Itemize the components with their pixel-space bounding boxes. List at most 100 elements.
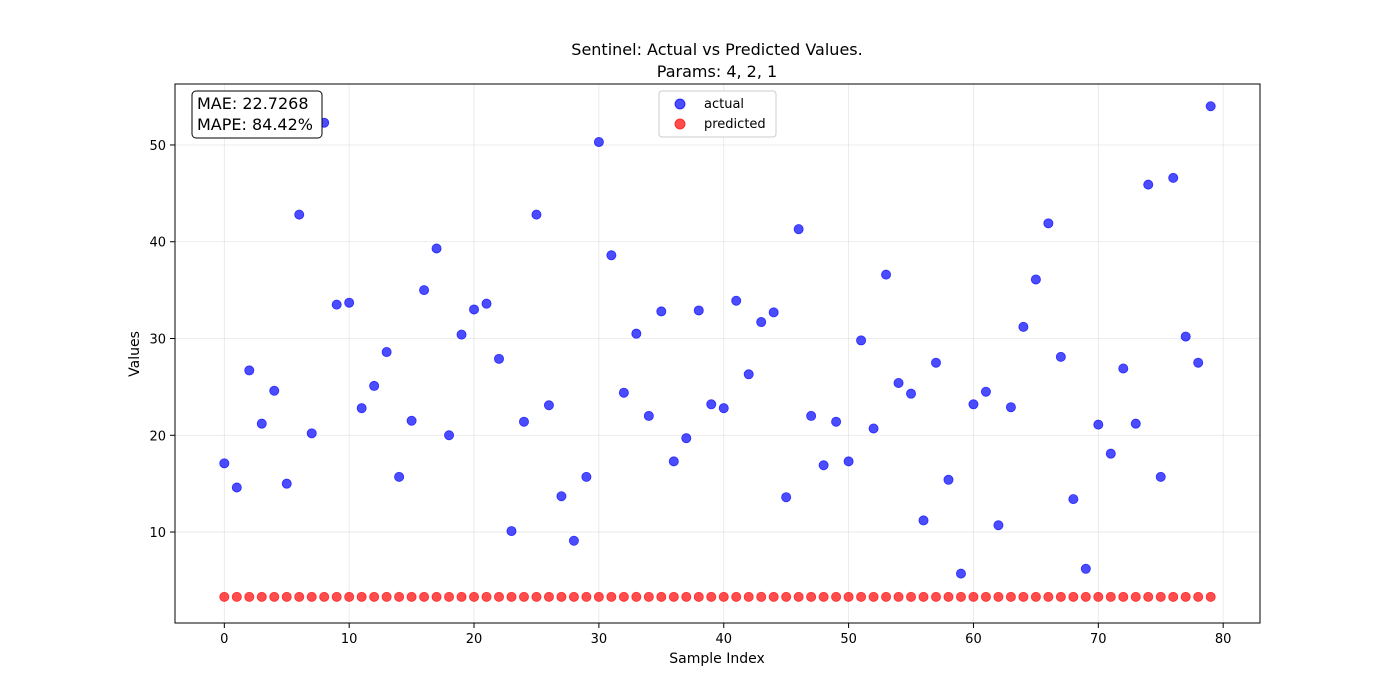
data-points xyxy=(219,101,1216,602)
predicted-point xyxy=(980,591,991,602)
actual-point xyxy=(381,347,392,358)
actual-point xyxy=(1143,179,1154,190)
actual-point xyxy=(731,295,742,306)
predicted-point xyxy=(593,591,604,602)
actual-point xyxy=(756,317,767,328)
predicted-point xyxy=(1180,591,1191,602)
x-axis-ticks: 0 10 20 30 40 50 60 70 80 xyxy=(220,623,1231,647)
x-tick-label: 30 xyxy=(591,632,608,647)
predicted-point xyxy=(356,591,367,602)
predicted-point xyxy=(756,591,767,602)
actual-point xyxy=(706,399,717,410)
predicted-point xyxy=(618,591,629,602)
actual-point xyxy=(1205,101,1216,112)
predicted-point xyxy=(843,591,854,602)
predicted-point xyxy=(881,591,892,602)
predicted-point xyxy=(419,591,430,602)
plot-frame xyxy=(174,83,1261,624)
predicted-point xyxy=(1043,591,1054,602)
predicted-point xyxy=(244,591,255,602)
predicted-point xyxy=(1080,591,1091,602)
actual-point xyxy=(531,209,542,220)
actual-point xyxy=(1105,448,1116,459)
actual-point xyxy=(1180,331,1191,342)
actual-point xyxy=(419,285,430,296)
predicted-point xyxy=(281,591,292,602)
x-tick-label: 0 xyxy=(220,632,228,647)
actual-point xyxy=(781,492,792,503)
y-tick-label: 50 xyxy=(149,139,166,154)
actual-point xyxy=(793,224,804,235)
chart-title-line2: Params: 4, 2, 1 xyxy=(657,62,777,81)
predicted-point xyxy=(868,591,879,602)
actual-point xyxy=(930,357,941,368)
predicted-point xyxy=(681,591,692,602)
actual-point xyxy=(943,474,954,485)
predicted-point xyxy=(1118,591,1129,602)
actual-point xyxy=(843,456,854,467)
actual-point xyxy=(481,298,492,309)
predicted-point xyxy=(731,591,742,602)
actual-point xyxy=(344,297,355,308)
actual-point xyxy=(431,243,442,254)
predicted-point xyxy=(543,591,554,602)
actual-point xyxy=(606,250,617,261)
x-tick-label: 10 xyxy=(341,632,358,647)
actual-point xyxy=(681,433,692,444)
predicted-point xyxy=(444,591,455,602)
actual-point xyxy=(294,209,305,220)
actual-point xyxy=(768,307,779,318)
predicted-point xyxy=(1018,591,1029,602)
mae-text: MAE: 22.7268 xyxy=(197,94,309,113)
y-tick-label: 10 xyxy=(149,526,166,541)
actual-point xyxy=(806,410,817,421)
actual-point xyxy=(693,305,704,316)
predicted-point xyxy=(793,591,804,602)
predicted-point xyxy=(481,591,492,602)
actual-point xyxy=(1168,172,1179,183)
predicted-point xyxy=(531,591,542,602)
actual-point xyxy=(1080,563,1091,574)
predicted-point xyxy=(469,591,480,602)
predicted-point xyxy=(319,591,330,602)
predicted-point xyxy=(581,591,592,602)
actual-point xyxy=(494,353,505,364)
predicted-point xyxy=(943,591,954,602)
actual-point xyxy=(1005,402,1016,413)
y-tick-label: 40 xyxy=(149,236,166,251)
actual-point xyxy=(543,400,554,411)
actual-point xyxy=(244,365,255,376)
actual-point xyxy=(831,416,842,427)
actual-point xyxy=(643,410,654,421)
actual-point xyxy=(219,458,230,469)
actual-point xyxy=(506,526,517,537)
chart-title-line1: Sentinel: Actual vs Predicted Values. xyxy=(571,40,862,59)
predicted-point xyxy=(643,591,654,602)
actual-point xyxy=(1130,418,1141,429)
actual-point xyxy=(369,380,380,391)
actual-point xyxy=(631,328,642,339)
predicted-point xyxy=(1155,591,1166,602)
actual-point xyxy=(593,137,604,148)
legend-marker-actual xyxy=(674,98,686,110)
legend-frame xyxy=(658,90,777,138)
predicted-point xyxy=(1093,591,1104,602)
actual-point xyxy=(818,460,829,471)
predicted-point xyxy=(781,591,792,602)
legend: actual predicted xyxy=(658,90,777,138)
grid xyxy=(175,84,1260,623)
actual-point xyxy=(394,471,405,482)
actual-point xyxy=(656,306,667,317)
actual-point xyxy=(918,515,929,526)
actual-point xyxy=(1068,494,1079,505)
actual-point xyxy=(456,329,467,340)
actual-point xyxy=(743,369,754,380)
x-tick-label: 70 xyxy=(1090,632,1107,647)
predicted-point xyxy=(494,591,505,602)
actual-point xyxy=(1043,218,1054,229)
actual-point xyxy=(1118,363,1129,374)
predicted-point xyxy=(768,591,779,602)
predicted-point xyxy=(1005,591,1016,602)
actual-point xyxy=(668,456,679,467)
